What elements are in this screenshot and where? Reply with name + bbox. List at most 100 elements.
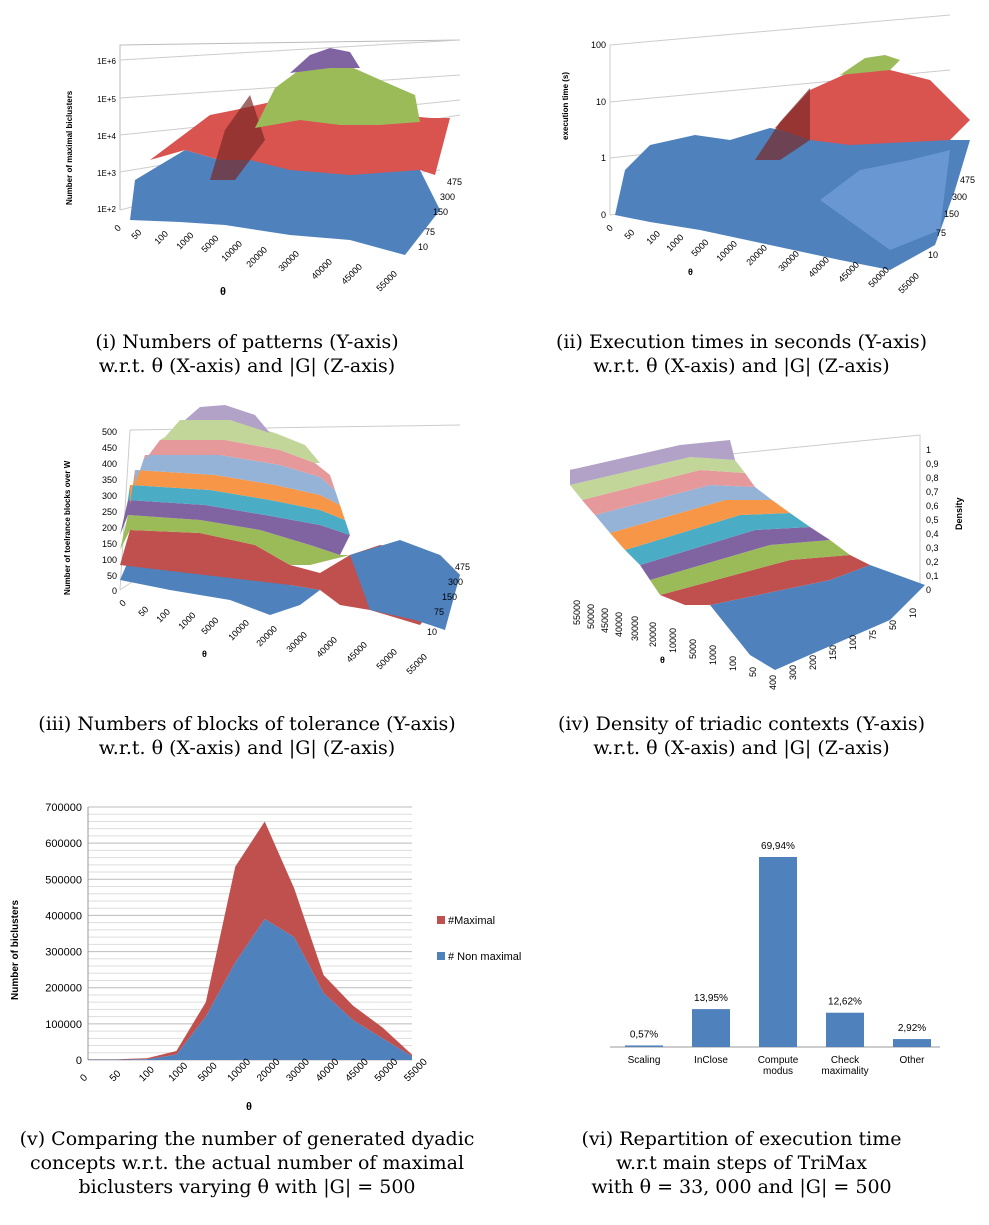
z-tick: 300 — [448, 577, 463, 587]
x-tick: 20000 — [244, 245, 269, 270]
caption-vi: (vi) Repartition of execution time w.r.t… — [494, 1127, 989, 1199]
caption-line: (iii) Numbers of blocks of tolerance (Y-… — [38, 713, 456, 735]
x-tick: 20000 — [255, 1056, 283, 1084]
caption-line: w.r.t. θ (X-axis) and |G| (Z-axis) — [593, 355, 890, 377]
x-tick: 45000 — [836, 260, 861, 285]
x-axis-title: θ — [688, 267, 693, 277]
y-tick: 400000 — [45, 910, 82, 922]
x-tick: 1000 — [167, 1060, 191, 1084]
x-tick: 50 — [622, 227, 636, 241]
surface-green-layer — [840, 55, 900, 75]
y-tick: 1 — [601, 153, 606, 163]
surface-red-layer — [775, 70, 970, 145]
y-tick: 350 — [102, 475, 117, 485]
x-tick: 30000 — [284, 630, 309, 655]
x-tick: 100 — [728, 656, 738, 671]
y-axis-title: Number of toelrance blocks over W — [63, 460, 72, 595]
x-tick: 10000 — [668, 628, 678, 653]
y-tick: 700000 — [45, 802, 82, 814]
bar — [625, 1045, 663, 1047]
x-tick: 45000 — [600, 608, 610, 633]
surface-darkred-ridge — [755, 88, 810, 160]
y-tick: 200 — [102, 523, 117, 533]
x-tick: 55000 — [404, 652, 429, 677]
x-tick: 30000 — [285, 1056, 313, 1084]
x-tick: 5000 — [199, 233, 220, 254]
z-tick: 475 — [960, 175, 975, 185]
x-tick-labels: 55000 50000 45000 40000 30000 20000 1000… — [572, 600, 758, 677]
legend-label: #Maximal — [448, 915, 495, 927]
caption-line: (i) Numbers of patterns (Y-axis) — [95, 331, 399, 353]
x-tick: 40000 — [314, 1056, 342, 1084]
category-label: Other — [899, 1055, 925, 1066]
legend: #Maximal # Non maximal — [437, 915, 521, 963]
z-tick: 10 — [427, 627, 437, 637]
x-tick: 30000 — [776, 249, 801, 274]
y-axis-title: execution time (s) — [561, 72, 570, 140]
x-tick: 50000 — [373, 1056, 401, 1084]
chart-3d-tolerance-blocks: 0 50 100 150 200 250 300 350 400 450 500… — [63, 405, 470, 677]
area-series-maximal — [88, 821, 412, 1060]
y-tick: 0,6 — [926, 501, 939, 511]
surface-blue-layer — [130, 130, 440, 255]
panel-i: 1E+2 1E+3 1E+4 1E+5 1E+6 Number of maxim… — [20, 0, 480, 300]
y-tick-labels: 0 50 100 150 200 250 300 350 400 450 500 — [102, 427, 117, 596]
z-tick: 300 — [952, 192, 967, 202]
y-tick: 0 — [76, 1055, 82, 1067]
z-tick: 10 — [928, 250, 938, 260]
z-tick: 75 — [868, 630, 878, 640]
surface-bands — [120, 405, 460, 630]
x-tick: 55000 — [402, 1056, 430, 1084]
x-tick: 30000 — [630, 616, 640, 641]
caption-line: concepts w.r.t. the actual number of max… — [29, 1152, 465, 1174]
y-tick: 1E+5 — [97, 95, 116, 104]
x-axis-title: θ — [202, 649, 207, 659]
x-tick: 20000 — [254, 624, 279, 649]
x-tick: 1000 — [708, 645, 718, 665]
z-tick: 150 — [828, 645, 838, 660]
y-tick: 1 — [926, 445, 931, 455]
z-tick-labels: 475 300 150 75 10 — [928, 175, 975, 260]
bar — [759, 857, 797, 1047]
caption-line: biclusters varying θ with |G| = 500 — [78, 1176, 416, 1198]
y-tick: 100 — [591, 40, 606, 50]
caption-line: w.r.t. θ (X-axis) and |G| (Z-axis) — [98, 737, 396, 759]
bar — [826, 1012, 864, 1047]
y-tick: 500 — [102, 427, 117, 437]
x-tick: 100 — [152, 229, 170, 247]
x-tick: 50 — [108, 1068, 124, 1084]
x-tick: 40000 — [806, 255, 831, 280]
category-label: modus — [763, 1066, 793, 1077]
y-tick: 300 — [102, 491, 117, 501]
caption-line: (iv) Density of triadic contexts (Y-axis… — [557, 713, 926, 735]
caption-line: (v) Comparing the number of generated dy… — [19, 1128, 475, 1150]
y-tick-labels: 0 1 10 100 — [591, 40, 606, 220]
caption-line: (vi) Repartition of execution time — [581, 1128, 902, 1150]
y-axis-title: Number of biclusters — [10, 900, 21, 1000]
caption-iii: (iii) Numbers of blocks of tolerance (Y-… — [0, 712, 494, 760]
y-tick: 0,3 — [926, 543, 939, 553]
z-tick: 75 — [434, 607, 444, 617]
z-tick: 475 — [455, 562, 470, 572]
area-chart-biclusters: 0100000200000300000400000500000600000700… — [10, 802, 521, 1113]
x-axis-title: θ — [660, 655, 665, 665]
x-tick: 50 — [748, 667, 758, 677]
data-label: 12,62% — [828, 997, 862, 1008]
surface-lightblue-facets — [820, 150, 950, 250]
x-tick: 10000 — [226, 1056, 254, 1084]
y-tick: 0,2 — [926, 557, 939, 567]
y-tick: 0,4 — [926, 529, 939, 539]
y-axis-title: Density — [954, 497, 964, 530]
y-tick: 0,8 — [926, 473, 939, 483]
y-tick: 0,5 — [926, 515, 939, 525]
y-tick: 50 — [107, 571, 117, 581]
chart-3d-density: 0 0,1 0,2 0,3 0,4 0,5 0,6 0,7 0,8 0,9 1 … — [569, 434, 964, 690]
z-tick: 75 — [936, 228, 946, 238]
data-label: 13,95% — [694, 993, 728, 1004]
y-tick: 500000 — [45, 874, 82, 886]
y-tick: 200000 — [45, 983, 82, 995]
y-tick: 150 — [102, 539, 117, 549]
caption-iv: (iv) Density of triadic contexts (Y-axis… — [494, 712, 989, 760]
legend-swatch-non-maximal — [437, 952, 445, 960]
chart-3d-execution-time: 0 1 10 100 execution time (s) 0 50 100 1… — [561, 14, 975, 295]
